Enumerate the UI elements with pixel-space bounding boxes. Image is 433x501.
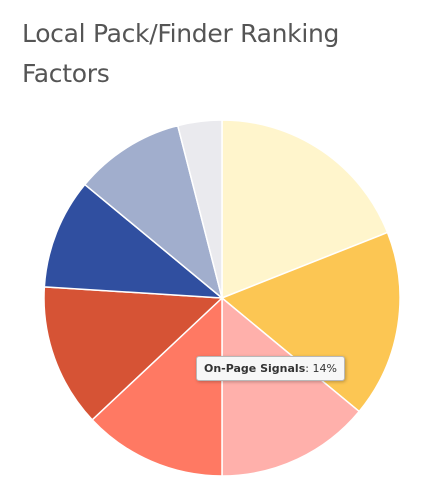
slice-tooltip: On-Page Signals: 14%: [196, 356, 345, 381]
pie-slice-1[interactable]: [221, 119, 389, 299]
tooltip-separator: :: [305, 362, 313, 375]
tooltip-label: On-Page Signals: [204, 362, 306, 375]
pie-slice-4[interactable]: [91, 297, 223, 477]
pie-slice-on-page-signals[interactable]: [221, 297, 360, 477]
pie-slice-8[interactable]: [176, 119, 223, 299]
tooltip-value: 14%: [312, 362, 337, 375]
pie-slice-5[interactable]: [43, 286, 223, 421]
pie-slice-6[interactable]: [43, 183, 223, 299]
pie-slice-2[interactable]: [221, 231, 401, 413]
chart-title: Local Pack/Finder Ranking Factors: [22, 19, 340, 88]
pie-slice-7[interactable]: [84, 124, 223, 299]
